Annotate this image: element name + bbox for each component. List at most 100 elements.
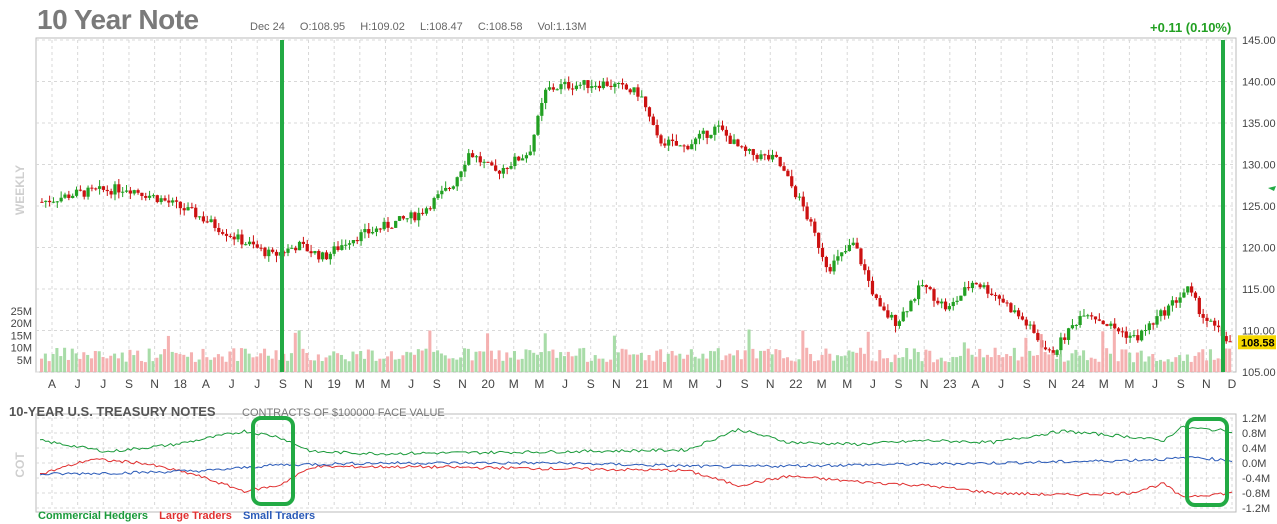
- candle-body: [905, 311, 909, 313]
- volume-bar: [1151, 354, 1155, 372]
- volume-bar: [1012, 347, 1016, 372]
- x-tick-label: J: [229, 377, 235, 391]
- candle-body: [82, 190, 86, 197]
- candle-body: [1013, 310, 1017, 313]
- candle-body: [732, 139, 736, 144]
- candle-body: [1043, 347, 1048, 350]
- cot-series-line: [39, 425, 1233, 456]
- volume-bar: [147, 348, 151, 372]
- volume-bar: [40, 358, 44, 372]
- candle-body: [990, 293, 994, 295]
- candle-body: [817, 232, 821, 248]
- volume-bar: [501, 360, 505, 372]
- candle-body: [582, 80, 586, 85]
- candle-body: [55, 201, 59, 203]
- x-tick-label: J: [75, 377, 81, 391]
- candle-body: [1001, 298, 1005, 303]
- candle-body: [494, 165, 498, 171]
- volume-bar: [178, 354, 182, 372]
- volume-bar: [412, 354, 417, 372]
- candle-body: [1140, 330, 1144, 341]
- candle-body: [970, 282, 975, 289]
- candle-body: [317, 250, 321, 260]
- candle-body: [651, 116, 655, 125]
- volume-bar: [301, 348, 305, 372]
- candle-body: [874, 294, 878, 299]
- candle-body: [221, 232, 225, 234]
- candle-body: [301, 241, 306, 244]
- candle-body: [513, 156, 517, 166]
- candle-body: [609, 85, 613, 87]
- volume-bar: [697, 358, 701, 372]
- volume-bar: [574, 355, 578, 372]
- volume-bar: [320, 361, 324, 372]
- volume-bar: [143, 362, 147, 372]
- x-tick-label: J: [408, 377, 414, 391]
- candle-body: [559, 84, 563, 90]
- candle-body: [1147, 323, 1151, 331]
- candle-body: [197, 216, 202, 218]
- open-value: O:108.95: [299, 21, 346, 33]
- volume-bar: [709, 350, 713, 372]
- volume-bar: [47, 361, 51, 372]
- x-tick-label: M: [663, 377, 673, 391]
- candle-body: [759, 154, 763, 160]
- volume-bar: [378, 358, 382, 372]
- volume-bar: [1070, 353, 1074, 372]
- x-tick-label: N: [612, 377, 621, 391]
- volume-bar: [989, 357, 993, 372]
- volume-bar: [701, 353, 705, 372]
- volume-bar: [1116, 361, 1120, 372]
- legend-large-traders[interactable]: Large Traders: [159, 510, 232, 522]
- volume-bar: [439, 353, 443, 372]
- volume-bar: [743, 350, 747, 372]
- cot-y-tick: 0.8M: [1242, 428, 1266, 440]
- volume-bar: [293, 332, 297, 372]
- volume-bar: [755, 358, 759, 372]
- volume-bar: [1082, 350, 1086, 372]
- legend-commercial-hedgers[interactable]: Commercial Hedgers: [38, 510, 149, 522]
- volume-bar: [236, 360, 240, 372]
- candle-body: [294, 247, 298, 251]
- candle-body: [736, 139, 740, 147]
- volume-bar: [209, 359, 213, 372]
- volume-bar: [601, 358, 605, 372]
- annotation-tick: [1268, 186, 1276, 191]
- candle-body: [628, 89, 632, 93]
- candle-body: [824, 257, 828, 268]
- candle-body: [751, 149, 755, 155]
- volume-bar: [1032, 355, 1036, 372]
- volume-bar: [432, 351, 436, 372]
- candle-body: [186, 207, 190, 211]
- volume-bar: [674, 355, 678, 372]
- x-tick-label: S: [433, 377, 441, 391]
- volume-bar: [393, 359, 397, 372]
- candle-body: [132, 190, 136, 194]
- volume-bar: [1120, 349, 1124, 372]
- volume-bar: [720, 360, 724, 372]
- volume-bar: [270, 358, 274, 372]
- volume-bar: [678, 353, 682, 372]
- volume-bar: [782, 358, 786, 372]
- candle-body: [1078, 316, 1082, 326]
- candle-body: [1205, 317, 1209, 321]
- legend-small-traders[interactable]: Small Traders: [242, 510, 316, 522]
- volume-bar: [682, 358, 686, 372]
- volume-bar: [739, 359, 743, 372]
- volume-bar: [870, 360, 874, 372]
- volume-bar: [685, 354, 690, 372]
- volume-bar: [355, 354, 359, 372]
- volume-bar: [313, 360, 317, 372]
- candle-body: [109, 191, 113, 195]
- candle-body: [505, 167, 509, 169]
- volume-bar: [220, 356, 224, 372]
- volume-bar: [509, 357, 513, 372]
- volume-bar: [651, 360, 655, 372]
- volume-bar: [305, 352, 309, 372]
- volume-bar: [289, 353, 293, 372]
- candle-body: [1216, 325, 1221, 328]
- price-y-tick: 115.00: [1242, 284, 1275, 296]
- cot-series-line: [40, 458, 1233, 498]
- x-tick-label: S: [1177, 377, 1185, 391]
- candle-body: [47, 200, 52, 203]
